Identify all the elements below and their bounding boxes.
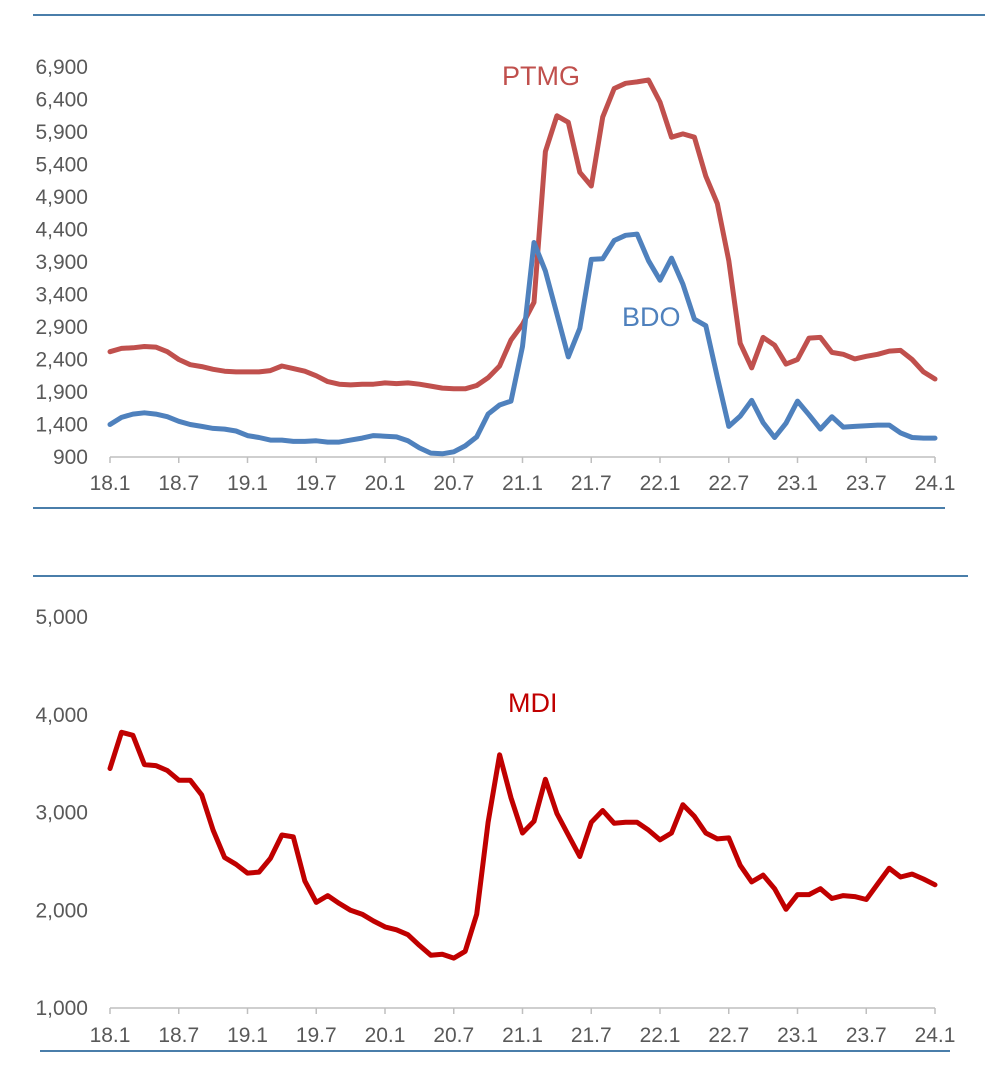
- y-tick-label: 1,000: [35, 997, 88, 1020]
- x-tick-label: 20.7: [433, 1024, 474, 1047]
- ptmg-series-label: PTMG: [502, 61, 580, 91]
- chart2-x-ticks: 18.1 18.7 19.1 19.7 20.1 20.7 21.1 21.7 22.1 22.7…: [90, 1008, 956, 1047]
- y-tick-label: 6,900: [35, 56, 88, 79]
- y-tick-label: 5,900: [35, 121, 88, 144]
- y-tick-label: 6,400: [35, 89, 88, 112]
- y-tick-label: 3,000: [35, 802, 88, 825]
- x-tick-label: 21.7: [571, 472, 612, 495]
- y-tick-label: 3,900: [35, 251, 88, 274]
- x-tick-label: 21.1: [502, 472, 543, 495]
- x-tick-label: 20.1: [365, 1024, 406, 1047]
- x-tick-label: 21.1: [502, 1024, 543, 1047]
- y-tick-label: 5,400: [35, 154, 88, 177]
- chart1-x-ticks: 18.1 18.7 19.1 19.7 20.1 20.7 21.1 21.7 22.1 22.7…: [90, 457, 956, 495]
- x-tick-label: 23.1: [777, 472, 818, 495]
- mdi-series-line: [107, 729, 938, 961]
- x-tick-label: 18.1: [90, 472, 131, 495]
- x-tick-label: 19.7: [296, 472, 337, 495]
- y-tick-label: 5,000: [35, 606, 88, 629]
- y-tick-label: 4,000: [35, 704, 88, 727]
- x-tick-label: 19.1: [227, 472, 268, 495]
- y-tick-label: 2,000: [35, 899, 88, 922]
- x-tick-label: 20.7: [433, 472, 474, 495]
- x-tick-label: 18.1: [90, 1024, 131, 1047]
- x-tick-label: 23.7: [846, 1024, 887, 1047]
- mdi-series-label: MDI: [508, 688, 558, 718]
- x-tick-label: 22.1: [640, 472, 681, 495]
- chart2-y-ticks: 5,000 4,000 3,000 2,000 1,000: [35, 606, 88, 1020]
- x-tick-label: 23.1: [777, 1024, 818, 1047]
- x-tick-label: 18.7: [158, 472, 199, 495]
- x-tick-label: 22.7: [708, 472, 749, 495]
- x-tick-label: 19.7: [296, 1024, 337, 1047]
- x-tick-label: 22.1: [640, 1024, 681, 1047]
- x-tick-label: 24.1: [915, 472, 956, 495]
- chart1-y-ticks: 6,900 6,400 5,900 5,400 4,900 4,400 3,900 3,400…: [35, 56, 88, 469]
- y-tick-label: 2,400: [35, 349, 88, 372]
- y-tick-label: 1,900: [35, 381, 88, 404]
- y-tick-label: 900: [53, 446, 88, 469]
- x-tick-label: 24.1: [915, 1024, 956, 1047]
- x-tick-label: 19.1: [227, 1024, 268, 1047]
- bdo-series-label: BDO: [622, 302, 681, 332]
- y-tick-label: 4,400: [35, 219, 88, 242]
- x-tick-label: 21.7: [571, 1024, 612, 1047]
- y-tick-label: 1,400: [35, 414, 88, 437]
- chart2-series: [107, 729, 938, 961]
- chart1-series: [107, 77, 938, 457]
- bdo-series-line: [107, 231, 938, 457]
- x-tick-label: 22.7: [708, 1024, 749, 1047]
- x-tick-label: 18.7: [158, 1024, 199, 1047]
- y-tick-label: 4,900: [35, 186, 88, 209]
- y-tick-label: 2,900: [35, 316, 88, 339]
- x-tick-label: 20.1: [365, 472, 406, 495]
- y-tick-label: 3,400: [35, 284, 88, 307]
- x-tick-label: 23.7: [846, 472, 887, 495]
